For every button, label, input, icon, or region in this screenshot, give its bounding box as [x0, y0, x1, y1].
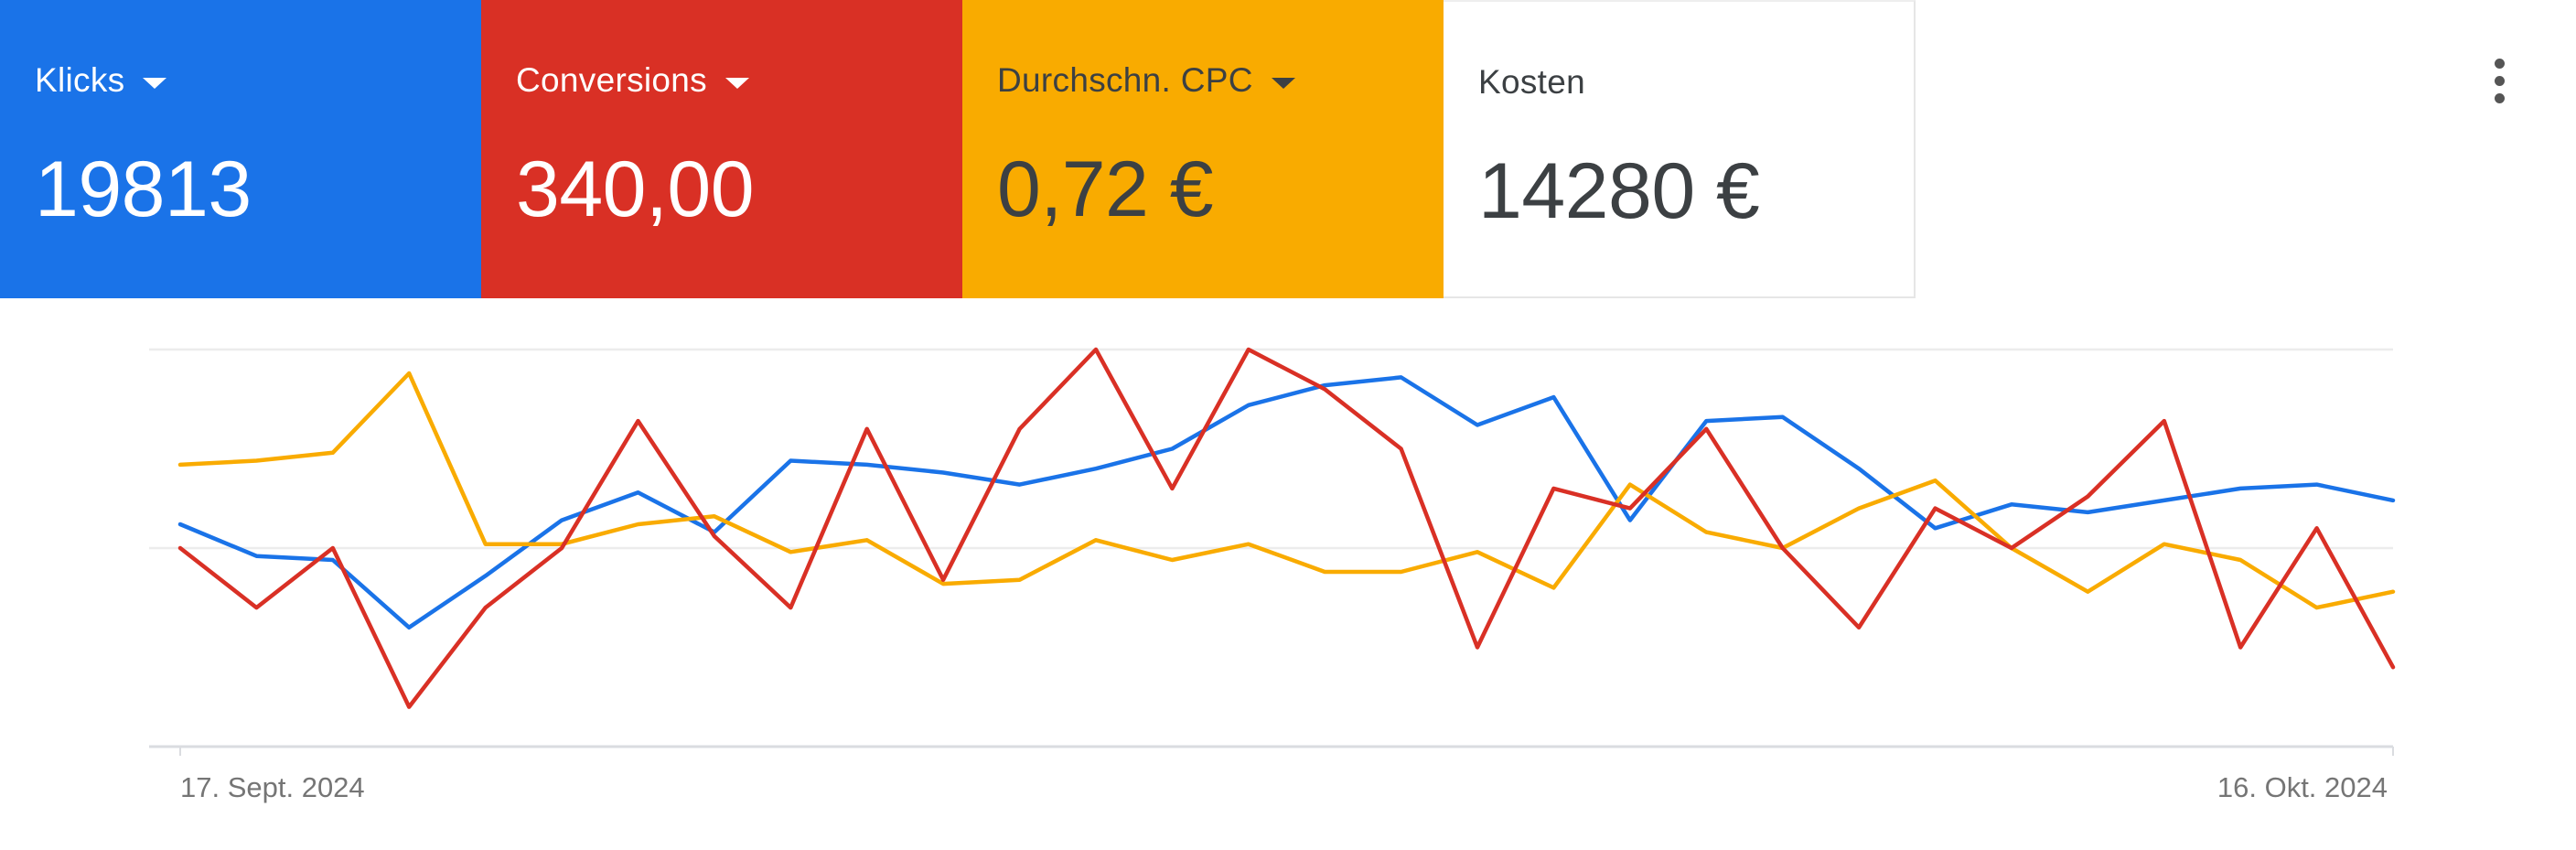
metric-card-conversions[interactable]: Conversions 340,00 [481, 0, 962, 298]
metric-label: Durchschn. CPC [997, 61, 1253, 99]
more-options-button[interactable] [2481, 59, 2517, 113]
more-vert-icon [2494, 59, 2505, 69]
series-line-conversions [177, 347, 2396, 709]
x-tick-label-start: 17. Sept. 2024 [180, 771, 365, 803]
metric-value: 14280 € [1478, 147, 1760, 235]
metric-value: 0,72 € [997, 145, 1214, 233]
dropdown-caret-icon[interactable] [1271, 78, 1295, 89]
metric-label: Klicks [35, 61, 125, 99]
metric-label-row: Kosten [1478, 60, 1914, 104]
metric-label-row[interactable]: Conversions [516, 59, 962, 102]
series-line-klicks [177, 375, 2396, 630]
series-line-durchschn_cpc [177, 371, 2396, 610]
metric-value: 19813 [35, 145, 252, 233]
chart-svg: 17. Sept. 2024 16. Okt. 2024 [149, 347, 2396, 803]
metric-cards: Klicks 19813 Conversions 340,00 Durchschn. C… [0, 0, 1916, 298]
metric-value: 340,00 [516, 145, 755, 233]
metric-card-kosten: Kosten 14280 € [1444, 0, 1916, 298]
dropdown-caret-icon[interactable] [143, 78, 167, 89]
metric-label-row[interactable]: Durchschn. CPC [997, 59, 1444, 102]
dropdown-caret-icon[interactable] [724, 78, 749, 89]
metric-card-klicks[interactable]: Klicks 19813 [0, 0, 481, 298]
x-tick-label-end: 16. Okt. 2024 [2217, 771, 2388, 803]
metric-label: Kosten [1478, 63, 1585, 101]
metric-label-row[interactable]: Klicks [35, 59, 481, 102]
line-chart: 17. Sept. 2024 16. Okt. 2024 [0, 298, 2576, 850]
metric-label: Conversions [516, 61, 707, 99]
metric-card-durchschn-cpc[interactable]: Durchschn. CPC 0,72 € [962, 0, 1444, 298]
